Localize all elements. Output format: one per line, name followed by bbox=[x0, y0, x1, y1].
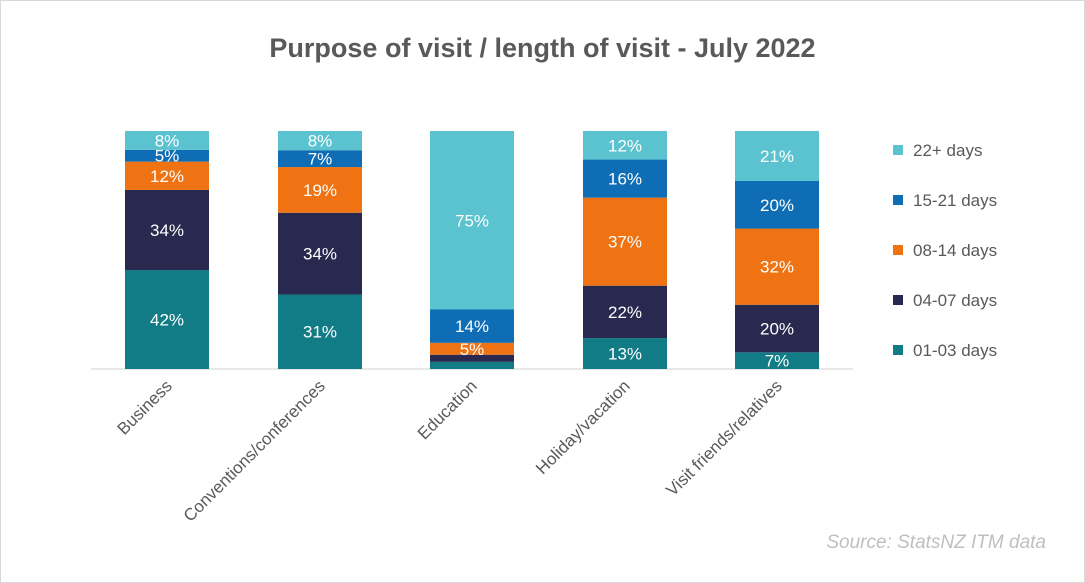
data-label: 37% bbox=[608, 233, 642, 252]
legend-swatch-04-07-days bbox=[893, 295, 903, 305]
data-label: 7% bbox=[308, 150, 333, 169]
data-label: 20% bbox=[760, 196, 794, 215]
bar-segment-conventions-conferences-04-07-days bbox=[278, 212, 362, 295]
data-label: 16% bbox=[608, 170, 642, 189]
bar-segment-holiday-vacation-04-07-days bbox=[583, 285, 667, 339]
bar-segment-conventions-conferences-22-days bbox=[278, 131, 362, 151]
x-tick-label: Education bbox=[414, 376, 481, 443]
bar-segment-education-22-days bbox=[430, 131, 514, 310]
data-label: 21% bbox=[760, 147, 794, 166]
bar-segment-business-22-days bbox=[125, 131, 209, 150]
legend-swatch-01-03-days bbox=[893, 345, 903, 355]
bar-segment-education-04-07-days bbox=[430, 354, 514, 362]
bar-segment-visit-friends-relatives-08-14-days bbox=[735, 228, 819, 305]
legend-label: 08-14 days bbox=[913, 241, 997, 260]
data-label: 31% bbox=[303, 323, 337, 342]
bar-segment-business-04-07-days bbox=[125, 189, 209, 271]
bar-segment-visit-friends-relatives-01-03-days bbox=[735, 352, 819, 369]
legend-label: 04-07 days bbox=[913, 291, 997, 310]
bar-segment-business-08-14-days bbox=[125, 161, 209, 190]
bar-segment-conventions-conferences-01-03-days bbox=[278, 294, 362, 369]
data-label: 12% bbox=[608, 136, 642, 155]
bar-segment-visit-friends-relatives-22-days bbox=[735, 131, 819, 181]
bar-segment-education-08-14-days bbox=[430, 342, 514, 355]
data-label: 34% bbox=[150, 221, 184, 240]
source-note: Source: StatsNZ ITM data bbox=[826, 532, 1046, 553]
x-tick-label: Visit friends/relatives bbox=[662, 376, 785, 499]
bar-segment-business-01-03-days bbox=[125, 270, 209, 369]
bar-segment-holiday-vacation-22-days bbox=[583, 131, 667, 160]
legend-swatch-22-days bbox=[893, 145, 903, 155]
bar-segment-conventions-conferences-15-21-days bbox=[278, 150, 362, 168]
data-label: 14% bbox=[455, 317, 489, 336]
data-label: 5% bbox=[460, 340, 485, 359]
data-label: 7% bbox=[765, 352, 790, 371]
bar-segment-holiday-vacation-01-03-days bbox=[583, 338, 667, 369]
bar-segment-education-15-21-days bbox=[430, 309, 514, 343]
data-label: 8% bbox=[308, 132, 333, 151]
data-label: 12% bbox=[150, 167, 184, 186]
data-label: 20% bbox=[760, 320, 794, 339]
bar-segment-visit-friends-relatives-04-07-days bbox=[735, 304, 819, 353]
data-label: 5% bbox=[155, 147, 180, 166]
bar-segment-conventions-conferences-08-14-days bbox=[278, 167, 362, 213]
bar-segment-business-15-21-days bbox=[125, 149, 209, 162]
data-label: 22% bbox=[608, 303, 642, 322]
legend-label: 15-21 days bbox=[913, 191, 997, 210]
x-tick-label: Holiday/vacation bbox=[532, 376, 634, 478]
x-tick-label: Conventions/conferences bbox=[180, 376, 329, 525]
bar-segment-education-01-03-days bbox=[430, 361, 514, 369]
legend-label: 22+ days bbox=[913, 141, 982, 160]
bar-segment-visit-friends-relatives-15-21-days bbox=[735, 180, 819, 229]
legend-swatch-15-21-days bbox=[893, 195, 903, 205]
data-label: 32% bbox=[760, 258, 794, 277]
chart-title: Purpose of visit / length of visit - Jul… bbox=[269, 33, 816, 63]
legend-label: 01-03 days bbox=[913, 341, 997, 360]
legend-swatch-08-14-days bbox=[893, 245, 903, 255]
data-label: 13% bbox=[608, 345, 642, 364]
data-label: 42% bbox=[150, 311, 184, 330]
data-label: 19% bbox=[303, 181, 337, 200]
x-tick-label: Business bbox=[114, 376, 176, 438]
bar-segment-holiday-vacation-15-21-days bbox=[583, 159, 667, 198]
data-label: 75% bbox=[455, 211, 489, 230]
bar-segment-holiday-vacation-08-14-days bbox=[583, 197, 667, 286]
data-label: 8% bbox=[155, 131, 180, 150]
data-label: 34% bbox=[303, 245, 337, 264]
